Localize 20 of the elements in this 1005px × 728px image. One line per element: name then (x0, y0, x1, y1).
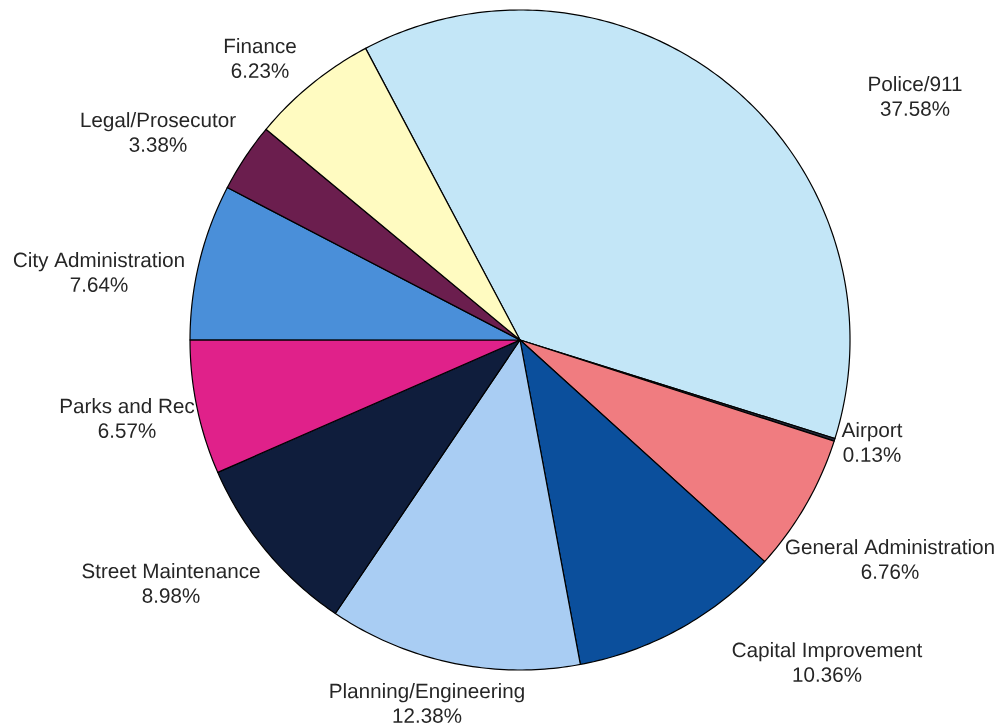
slice-label: Finance (224, 38, 296, 54)
slice-label: Legal/Prosecutor (81, 112, 236, 132)
slice-label: Police/911 (869, 76, 962, 92)
slice-label: Capital Improvement (732, 642, 923, 662)
data-label: 0.13% (843, 447, 901, 462)
slice-label: City Administration (13, 252, 184, 272)
slice-label: Street Maintenance (82, 563, 260, 579)
data-label: 10.36% (793, 667, 862, 682)
data-label: 6.76% (861, 564, 919, 579)
data-label: 12.38% (393, 708, 462, 723)
data-label: 8.98% (142, 588, 200, 603)
data-label: 37.58% (880, 101, 950, 116)
data-label: 3.38% (129, 137, 187, 152)
slice-label: General Administration (785, 539, 994, 555)
data-label: 6.23% (231, 63, 289, 78)
slice-label: Parks and Rec (60, 398, 195, 414)
data-label: 6.57% (98, 423, 156, 438)
slice-label: Airport (841, 422, 903, 442)
data-label: 7.64% (70, 277, 128, 292)
slice-label: Planning/Engineering (330, 683, 524, 703)
